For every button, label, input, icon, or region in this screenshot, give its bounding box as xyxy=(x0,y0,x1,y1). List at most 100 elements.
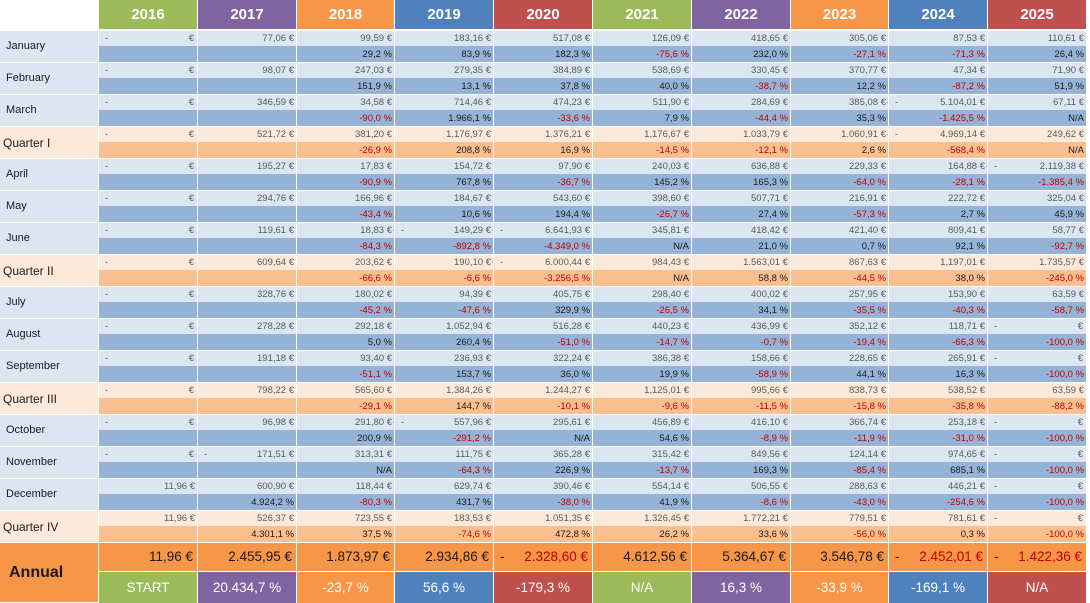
month-value-cell[interactable]: 600,90 € xyxy=(198,479,296,494)
month-value-cell[interactable]: 516,28 € xyxy=(494,319,592,334)
quarter-label-quarter-iv[interactable]: Quarter IV xyxy=(0,511,98,542)
month-value-cell[interactable]: 629,74 € xyxy=(395,479,493,494)
quarter-value-cell[interactable]: 190,10 €- xyxy=(395,255,493,270)
month-change-cell[interactable]: -84,3 % xyxy=(297,238,394,254)
month-change-cell[interactable]: -100,0 % xyxy=(988,334,1086,350)
month-value-cell[interactable]: - € xyxy=(988,319,1086,334)
quarter-value-cell[interactable]: 1.376,21 € xyxy=(494,127,592,142)
month-change-cell[interactable] xyxy=(99,494,197,510)
quarter-value-cell[interactable]: - € xyxy=(99,127,197,142)
month-change-cell[interactable]: 27,4 % xyxy=(692,206,790,222)
annual-change-cell[interactable]: 20.434,7 % xyxy=(198,572,296,603)
annual-value-cell[interactable]: - 2.452,01 € xyxy=(889,543,987,571)
month-value-cell[interactable]: 291,80 €- xyxy=(297,415,394,430)
month-change-cell[interactable] xyxy=(99,334,197,350)
month-change-cell[interactable]: N/A xyxy=(593,238,691,254)
quarter-value-cell[interactable]: 779,51 € xyxy=(791,511,888,526)
month-value-cell[interactable]: 236,93 € xyxy=(395,351,493,366)
month-change-cell[interactable]: -80,3 % xyxy=(297,494,394,510)
month-change-cell[interactable]: -43,0 % xyxy=(791,494,888,510)
quarter-change-cell[interactable]: -6,6 % xyxy=(395,270,493,286)
month-value-cell[interactable]: 6.641,93 € - xyxy=(494,223,592,238)
month-change-cell[interactable]: -26,7 % xyxy=(593,206,691,222)
month-change-cell[interactable]: 2,7 % xyxy=(889,206,987,222)
month-change-cell[interactable] xyxy=(198,46,296,62)
month-change-cell[interactable]: 260,4 % xyxy=(395,334,493,350)
month-change-cell[interactable]: 35,3 % xyxy=(791,110,888,126)
month-value-cell[interactable]: - € xyxy=(988,447,1086,462)
month-change-cell[interactable]: -51,1 % xyxy=(297,366,394,382)
quarter-label-quarter-i[interactable]: Quarter I xyxy=(0,127,98,158)
month-change-cell[interactable]: 21,0 % xyxy=(692,238,790,254)
month-label-january[interactable]: January xyxy=(0,31,98,62)
month-change-cell[interactable]: -100,0 % xyxy=(988,430,1086,446)
month-change-cell[interactable]: -19,4 % xyxy=(791,334,888,350)
month-value-cell[interactable]: 538,69 € xyxy=(593,63,691,78)
quarter-change-cell[interactable]: -88,2 % xyxy=(988,398,1086,414)
quarter-change-cell[interactable]: N/A xyxy=(988,142,1086,158)
annual-value-cell[interactable]: 2.455,95 € xyxy=(198,543,296,571)
quarter-change-cell[interactable]: 16,9 % xyxy=(494,142,592,158)
month-change-cell[interactable]: 431,7 % xyxy=(395,494,493,510)
month-value-cell[interactable]: 809,41 € xyxy=(889,223,987,238)
month-change-cell[interactable]: 151,9 % xyxy=(297,78,394,94)
month-change-cell[interactable]: N/A xyxy=(494,430,592,446)
month-change-cell[interactable]: -11,9 % xyxy=(791,430,888,446)
month-change-cell[interactable]: 182,3 % xyxy=(494,46,592,62)
annual-change-cell[interactable]: -169,1 % xyxy=(889,572,987,603)
month-value-cell[interactable]: 352,12 € xyxy=(791,319,888,334)
quarter-value-cell[interactable]: 521,72 € xyxy=(198,127,296,142)
month-change-cell[interactable]: 5,0 % xyxy=(297,334,394,350)
annual-value-cell[interactable]: 11,96 € xyxy=(99,543,197,571)
month-change-cell[interactable]: -8,6 % xyxy=(692,494,790,510)
month-change-cell[interactable]: -31,0 % xyxy=(889,430,987,446)
month-value-cell[interactable]: 322,24 € xyxy=(494,351,592,366)
month-value-cell[interactable]: - € xyxy=(99,287,197,302)
annual-change-cell[interactable]: -23,7 % xyxy=(297,572,394,603)
month-value-cell[interactable]: - € xyxy=(99,351,197,366)
quarter-change-cell[interactable]: -3.256,5 % xyxy=(494,270,592,286)
month-value-cell[interactable]: 180,02 € xyxy=(297,287,394,302)
month-change-cell[interactable]: -58,7 % xyxy=(988,302,1086,318)
month-change-cell[interactable]: -4.349,0 % xyxy=(494,238,592,254)
month-value-cell[interactable]: 370,77 € xyxy=(791,63,888,78)
month-change-cell[interactable]: 165,3 % xyxy=(692,174,790,190)
month-value-cell[interactable]: 345,81 € xyxy=(593,223,691,238)
month-value-cell[interactable]: 164,88 €- xyxy=(889,159,987,174)
quarter-change-cell[interactable]: -10,1 % xyxy=(494,398,592,414)
quarter-label-quarter-ii[interactable]: Quarter II xyxy=(0,255,98,286)
quarter-value-cell[interactable]: 565,60 € xyxy=(297,383,394,398)
quarter-change-cell[interactable]: 38,0 % xyxy=(889,270,987,286)
month-value-cell[interactable]: 184,67 € xyxy=(395,191,493,206)
year-header-2016[interactable]: 2016 xyxy=(99,0,197,29)
annual-value-cell[interactable]: 3.546,78 € xyxy=(791,543,888,571)
month-change-cell[interactable] xyxy=(198,110,296,126)
month-value-cell[interactable]: 398,60 € xyxy=(593,191,691,206)
month-change-cell[interactable]: -87,2 % xyxy=(889,78,987,94)
month-change-cell[interactable] xyxy=(198,366,296,382)
month-change-cell[interactable] xyxy=(99,46,197,62)
month-change-cell[interactable]: 226,9 % xyxy=(494,462,592,478)
month-change-cell[interactable]: 194,4 % xyxy=(494,206,592,222)
month-change-cell[interactable]: 13,1 % xyxy=(395,78,493,94)
month-value-cell[interactable]: 279,35 € xyxy=(395,63,493,78)
month-value-cell[interactable]: 34,58 € xyxy=(297,95,394,110)
month-value-cell[interactable]: 124,14 € xyxy=(791,447,888,462)
quarter-value-cell[interactable]: 4.969,14 € - xyxy=(889,127,987,142)
month-label-december[interactable]: December xyxy=(0,479,98,510)
month-value-cell[interactable]: - € xyxy=(99,159,197,174)
month-value-cell[interactable]: 313,31 € xyxy=(297,447,394,462)
month-change-cell[interactable]: -100,0 % xyxy=(988,462,1086,478)
quarter-value-cell[interactable]: 798,22 € xyxy=(198,383,296,398)
month-value-cell[interactable]: 171,51 € - xyxy=(198,447,296,462)
annual-change-cell[interactable]: START xyxy=(99,572,197,603)
month-change-cell[interactable]: 45,9 % xyxy=(988,206,1086,222)
month-change-cell[interactable]: 685,1 % xyxy=(889,462,987,478)
month-value-cell[interactable]: 418,65 € xyxy=(692,31,790,46)
month-value-cell[interactable]: 446,21 € xyxy=(889,479,987,494)
month-change-cell[interactable]: -45,2 % xyxy=(297,302,394,318)
quarter-value-cell[interactable]: 1.326,45 € xyxy=(593,511,691,526)
quarter-value-cell[interactable]: 984,43 € xyxy=(593,255,691,270)
month-change-cell[interactable]: -92,7 % xyxy=(988,238,1086,254)
month-change-cell[interactable]: -51,0 % xyxy=(494,334,592,350)
